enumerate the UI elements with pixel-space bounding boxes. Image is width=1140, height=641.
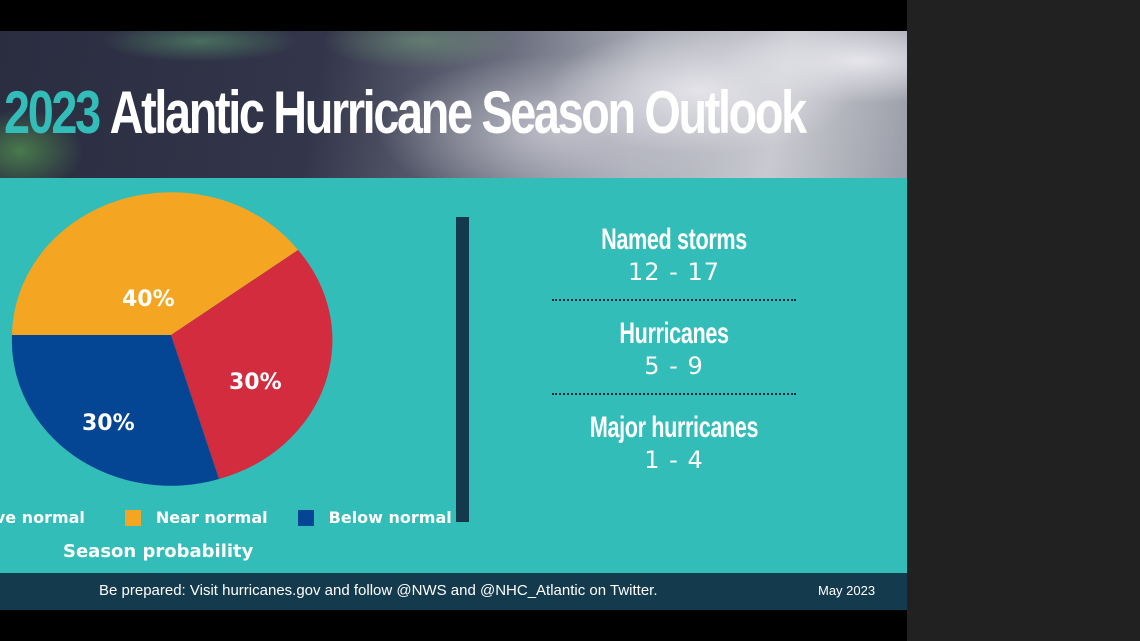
pie-legend: Above normal Near normal Below normal bbox=[0, 508, 482, 527]
storm-stats: Named storms 12 - 17 Hurricanes 5 - 9 Ma… bbox=[552, 221, 796, 473]
stat-label: Named storms bbox=[601, 223, 747, 256]
title-text: Atlantic Hurricane Season Outlook bbox=[109, 79, 807, 146]
satellite-banner: 2023 Atlantic Hurricane Season Outlook bbox=[0, 31, 907, 178]
dotted-divider bbox=[552, 393, 796, 395]
stat-hurricanes: Hurricanes 5 - 9 bbox=[552, 315, 796, 379]
footer-bar: Be prepared: Visit hurricanes.gov and fo… bbox=[0, 573, 907, 610]
legend-item-below-normal: Below normal bbox=[297, 508, 452, 527]
chart-caption: Season probability bbox=[63, 541, 254, 562]
stat-named-storms: Named storms 12 - 17 bbox=[552, 221, 796, 285]
stat-value: 12 - 17 bbox=[628, 258, 720, 286]
pie-slice-above-normal bbox=[171, 250, 333, 479]
pie-chart: 40% 30% 30% bbox=[0, 178, 340, 493]
pie-label-below-normal: 30% bbox=[82, 411, 135, 436]
legend-swatch-below-normal bbox=[297, 509, 314, 526]
vertical-divider bbox=[456, 217, 469, 522]
page-title: 2023 Atlantic Hurricane Season Outlook bbox=[4, 77, 807, 149]
legend-swatch-near-normal bbox=[124, 509, 141, 526]
pie-chart-svg bbox=[11, 192, 333, 486]
outlook-slide: 2023 Atlantic Hurricane Season Outlook 40… bbox=[0, 31, 907, 610]
side-panel bbox=[907, 0, 1140, 641]
footer-date: May 2023 bbox=[818, 583, 876, 598]
legend-item-above-normal: Above normal bbox=[0, 508, 85, 527]
pie-slice-below-normal bbox=[11, 335, 219, 486]
legend-label: Below normal bbox=[328, 508, 452, 527]
stat-major-hurricanes: Major hurricanes 1 - 4 bbox=[552, 409, 796, 473]
pie-slice-near-normal bbox=[12, 192, 298, 335]
stat-value: 5 - 9 bbox=[644, 352, 704, 380]
legend-label: Above normal bbox=[0, 508, 85, 527]
legend-label: Near normal bbox=[155, 508, 268, 527]
footer-message: Be prepared: Visit hurricanes.gov and fo… bbox=[99, 582, 658, 599]
stat-value: 1 - 4 bbox=[644, 446, 704, 474]
legend-item-near-normal: Near normal bbox=[124, 508, 268, 527]
stat-label: Major hurricanes bbox=[589, 411, 759, 444]
stat-label: Hurricanes bbox=[619, 317, 729, 350]
dotted-divider bbox=[552, 299, 796, 301]
pie-label-above-normal: 30% bbox=[229, 370, 282, 395]
title-year: 2023 bbox=[4, 79, 101, 146]
pie-label-near-normal: 40% bbox=[122, 287, 175, 312]
